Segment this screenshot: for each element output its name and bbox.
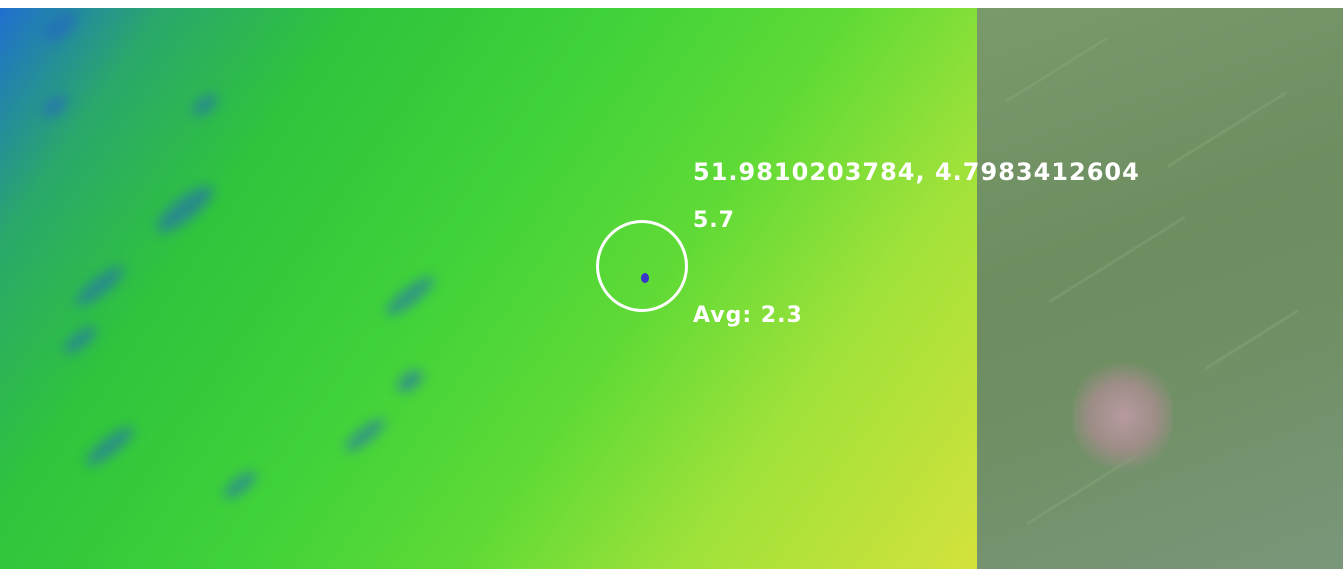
photo-texture — [1005, 36, 1109, 103]
heatmap-panel[interactable] — [0, 8, 977, 569]
heatmap-blob — [188, 90, 222, 120]
heatmap-blob — [38, 90, 72, 122]
photo-texture — [1204, 309, 1300, 370]
map-view[interactable] — [0, 8, 1343, 569]
photo-texture — [1166, 91, 1288, 168]
photo-texture — [1048, 215, 1186, 304]
heatmap-blob — [150, 178, 220, 240]
heatmap-blob — [38, 8, 82, 47]
heatmap-blob — [381, 271, 439, 321]
heatmap-blob — [393, 365, 427, 397]
heatmap-blob — [59, 322, 101, 358]
heatmap-blob — [71, 261, 129, 311]
photo-clearing-patch — [1073, 361, 1173, 471]
target-point — [641, 273, 649, 283]
target-circle-icon[interactable] — [596, 220, 688, 312]
heatmap-blob — [340, 414, 390, 456]
aerial-photo-panel — [977, 8, 1343, 569]
average-value: Avg: 2.3 — [693, 303, 803, 328]
heatmap-blob — [219, 467, 261, 503]
coordinates-readout: 51.9810203784, 4.7983412604 — [693, 158, 1140, 186]
point-value: 5.7 — [693, 208, 735, 233]
heatmap-blob — [81, 421, 139, 471]
